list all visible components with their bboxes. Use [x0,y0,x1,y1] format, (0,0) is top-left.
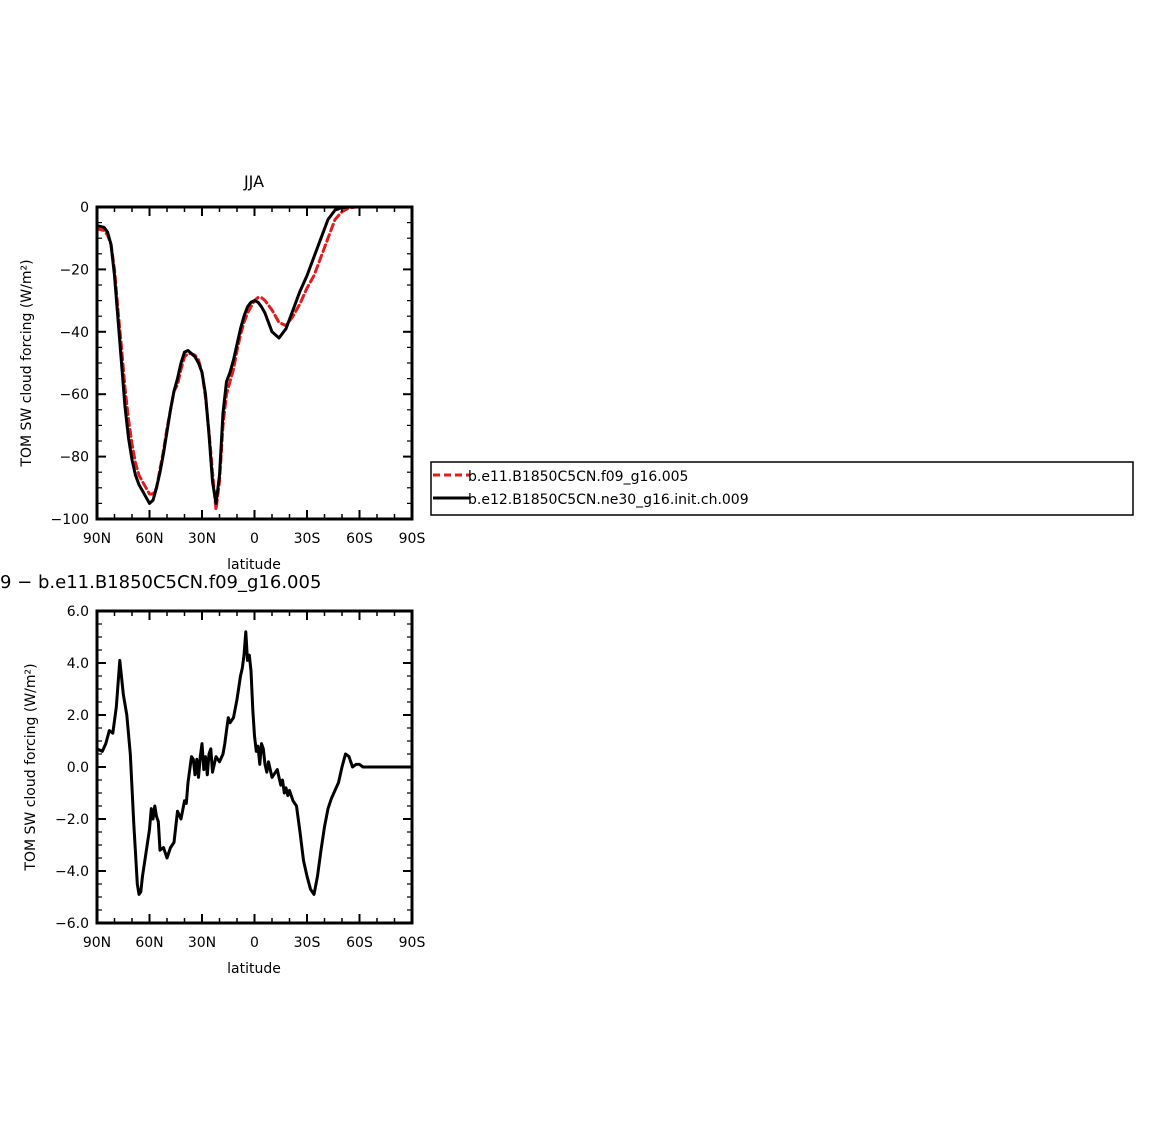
y-tick-label: −6.0 [55,916,89,932]
panel-bottom-chart: 9 − b.e11.B1850C5CN.f09_g16.005 90N 60N 30… [0,572,425,977]
difference-chart-title: 9 − b.e11.B1850C5CN.f09_g16.005 [0,572,321,593]
y-tick-label: −80 [59,450,89,466]
x-tick-label: 0 [250,531,259,547]
y-tick-label: −4.0 [55,864,89,880]
x-tick-label: 60N [135,935,163,951]
y-axis-label: TOM SW cloud forcing (W/m²) [23,663,39,871]
y-tick-label: −100 [51,512,89,528]
y-tick-label: 4.0 [67,656,89,672]
plot-frame [95,609,414,925]
x-axis-label: latitude [227,961,281,977]
x-tick-label: 90S [399,531,426,547]
y-tick-label: −60 [59,387,89,403]
x-axis-label: latitude [227,557,281,573]
x-tick-label: 60N [135,531,163,547]
plot-frame [95,205,414,521]
y-tick-label: 0 [80,200,89,216]
x-tick-label: 30S [294,935,321,951]
legend-item-model2: b.e12.B1850C5CN.ne30_g16.init.ch.009 [468,492,749,508]
y-axis-label: TOM SW cloud forcing (W/m²) [19,259,35,467]
y-tick-label: −20 [59,262,89,278]
y-tick-label: 2.0 [67,708,89,724]
x-tick-label: 30N [188,531,216,547]
panel-top-chart: JJA 90N 60N 30N 0 30S 60S 90S 0 −20 −40 −60 −80 −100… [19,172,425,573]
x-tick-label: 0 [250,935,259,951]
x-tick-label: 90S [399,935,426,951]
series-line [95,630,414,896]
x-tick-label: 60S [346,935,373,951]
y-tick-label: 6.0 [67,604,89,620]
legend: b.e11.B1850C5CN.f09_g16.005 b.e12.B1850C… [430,461,1134,516]
y-tick-label: 0.0 [67,760,89,776]
chart-title: JJA [243,172,264,191]
y-tick-label: −40 [59,325,89,341]
x-tick-label: 30S [294,531,321,547]
x-tick-label: 30N [188,935,216,951]
series-line-2 [95,205,414,505]
legend-item-model1: b.e11.B1850C5CN.f09_g16.005 [468,469,688,485]
x-tick-label: 90N [83,935,111,951]
x-tick-label: 60S [346,531,373,547]
legend-box [430,461,1134,516]
x-tick-label: 90N [83,531,111,547]
y-tick-label: −2.0 [55,812,89,828]
